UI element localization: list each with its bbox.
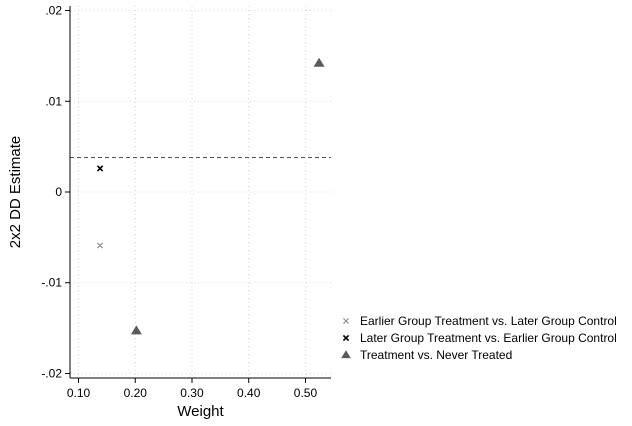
data-point bbox=[313, 57, 325, 67]
legend-label: Treatment vs. Never Treated bbox=[360, 348, 512, 362]
legend-label: Earlier Group Treatment vs. Later Group … bbox=[360, 314, 617, 328]
data-point bbox=[96, 165, 104, 172]
axes bbox=[69, 6, 331, 379]
x-tick-label: 0.50 bbox=[294, 386, 318, 400]
legend-marker bbox=[342, 334, 350, 342]
x-axis-title: Weight bbox=[177, 403, 224, 420]
data-point bbox=[130, 325, 142, 335]
data-point bbox=[97, 242, 104, 249]
legend-item: Later Group Treatment vs. Earlier Group … bbox=[342, 331, 617, 345]
legend: Earlier Group Treatment vs. Later Group … bbox=[341, 314, 617, 362]
legend-item: Earlier Group Treatment vs. Later Group … bbox=[343, 314, 617, 328]
x-tick-label: 0.30 bbox=[180, 386, 204, 400]
y-tick-label: .01 bbox=[45, 94, 62, 108]
x-tick-label: 0.10 bbox=[67, 386, 91, 400]
legend-marker bbox=[343, 318, 349, 324]
x-marker-stroke bbox=[97, 242, 104, 249]
y-tick-label: -.01 bbox=[41, 276, 62, 290]
y-tick-label: -.02 bbox=[41, 366, 62, 380]
x-marker-stroke bbox=[343, 318, 349, 324]
y-tick-label: .02 bbox=[45, 4, 62, 18]
data-points bbox=[96, 57, 325, 335]
x-tick-label: 0.20 bbox=[124, 386, 148, 400]
legend-item: Treatment vs. Never Treated bbox=[341, 348, 512, 362]
grid bbox=[70, 6, 331, 378]
x-marker-stroke bbox=[342, 334, 350, 342]
y-axis-title: 2x2 DD Estimate bbox=[7, 136, 24, 249]
x-tick-label: 0.40 bbox=[237, 386, 261, 400]
y-tick-label: 0 bbox=[55, 185, 62, 199]
legend-marker bbox=[341, 350, 351, 359]
ticks: .02 .01 0 -.01 -.02 0.10 0.20 0.30 0.40 0.50 bbox=[41, 4, 317, 400]
legend-label: Later Group Treatment vs. Earlier Group … bbox=[360, 331, 617, 345]
x-marker-stroke bbox=[96, 165, 104, 172]
